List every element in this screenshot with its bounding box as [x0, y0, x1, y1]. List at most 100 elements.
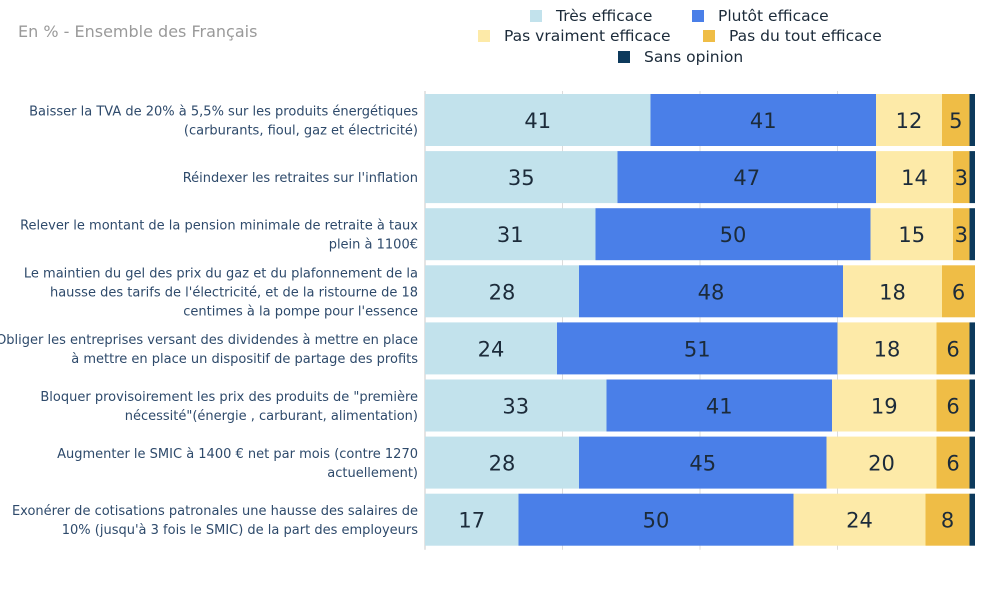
- value-label-plutot_efficace: 51: [684, 337, 711, 361]
- legend-label-sans-opinion: Sans opinion: [644, 48, 744, 66]
- bar-segment-tres_efficace: [425, 493, 519, 546]
- bar-segment-plutot_efficace: [557, 322, 838, 375]
- bar-segment-pas_du_tout: [953, 151, 970, 204]
- bar-segment-sans_opinion: [969, 322, 975, 375]
- category-label: Obliger les entreprises versant des divi…: [0, 333, 418, 367]
- bar-segment-pas_vraiment: [793, 493, 926, 546]
- bar-segment-pas_du_tout: [936, 436, 970, 489]
- bar-segment-pas_du_tout: [942, 265, 975, 318]
- bar-segment-tres_efficace: [425, 379, 607, 432]
- category-label-line: Exonérer de cotisations patronales une h…: [12, 504, 418, 519]
- category-label: Exonérer de cotisations patronales une h…: [12, 504, 418, 538]
- bar-segment-plutot_efficace: [579, 265, 843, 318]
- bar-segment-pas_vraiment: [876, 151, 953, 204]
- value-label-tres_efficace: 31: [497, 223, 524, 247]
- legend-item-pas-vraiment: Pas vraiment efficace: [478, 27, 671, 45]
- value-label-pas_du_tout: 5: [949, 109, 962, 133]
- category-label-line: Bloquer provisoirement les prix des prod…: [40, 390, 418, 405]
- bar-segment-sans_opinion: [969, 208, 975, 261]
- legend-item-pas-du-tout: Pas du tout efficace: [703, 27, 882, 45]
- bar-segment-tres_efficace: [425, 322, 557, 375]
- value-label-plutot_efficace: 41: [750, 109, 777, 133]
- category-label: Le maintien du gel des prix du gaz et du…: [24, 266, 418, 319]
- value-label-plutot_efficace: 48: [698, 280, 725, 304]
- bar-segment-tres_efficace: [425, 94, 651, 146]
- value-label-pas_vraiment: 18: [879, 280, 906, 304]
- bar-segment-pas_du_tout: [953, 208, 970, 261]
- bar-segment-pas_vraiment: [843, 265, 942, 318]
- bar-segment-pas_du_tout: [942, 94, 970, 146]
- legend-swatch-plutot-efficace: [692, 10, 704, 22]
- bar-segment-pas_vraiment: [832, 379, 937, 432]
- value-label-pas_vraiment: 19: [871, 395, 898, 419]
- legend-item-sans-opinion: Sans opinion: [618, 48, 743, 66]
- bar-segment-sans_opinion: [969, 94, 975, 146]
- legend-item-plutot-efficace: Plutôt efficace: [692, 7, 829, 25]
- legend-label-pas-du-tout: Pas du tout efficace: [729, 27, 882, 45]
- value-label-pas_vraiment: 12: [896, 109, 923, 133]
- value-label-tres_efficace: 41: [524, 109, 551, 133]
- bar-segment-tres_efficace: [425, 436, 579, 489]
- value-label-pas_du_tout: 8: [941, 509, 954, 533]
- category-label: Baisser la TVA de 20% à 5,5% sur les pro…: [29, 105, 418, 139]
- legend-swatch-pas-vraiment: [478, 30, 490, 42]
- category-label-line: nécessité"(énergie , carburant, alimenta…: [125, 409, 418, 424]
- legend: Très efficace Plutôt efficace Pas vraime…: [0, 0, 1000, 75]
- value-label-pas_vraiment: 20: [868, 452, 895, 476]
- category-label: Relever le montant de la pension minimal…: [20, 219, 418, 253]
- category-label-line: plein à 1100€: [329, 238, 418, 253]
- category-label-line: 10% (jusqu'à 3 fois le SMIC) de la part …: [62, 523, 418, 538]
- category-label-line: centimes à la pompe pour l'essence: [183, 304, 418, 319]
- category-label: Réindexer les retraites sur l'inflation: [183, 171, 418, 186]
- bar-segment-pas_vraiment: [876, 94, 942, 146]
- bar-segment-pas_vraiment: [826, 436, 937, 489]
- value-label-pas_du_tout: 6: [946, 337, 959, 361]
- value-label-plutot_efficace: 41: [706, 395, 733, 419]
- bar-segment-plutot_efficace: [617, 151, 876, 204]
- bar-segment-sans_opinion: [969, 379, 975, 432]
- bar-segment-sans_opinion: [969, 436, 975, 489]
- legend-swatch-pas-du-tout: [703, 30, 715, 42]
- value-label-pas_vraiment: 18: [874, 337, 901, 361]
- legend-item-tres-efficace: Très efficace: [530, 7, 652, 25]
- bar-segment-sans_opinion: [969, 151, 975, 204]
- value-label-plutot_efficace: 50: [643, 509, 670, 533]
- value-label-tres_efficace: 28: [489, 280, 516, 304]
- value-label-pas_du_tout: 6: [946, 395, 959, 419]
- value-label-pas_du_tout: 6: [946, 452, 959, 476]
- value-label-pas_vraiment: 14: [901, 166, 928, 190]
- value-label-pas_du_tout: 3: [955, 166, 968, 190]
- category-label: Bloquer provisoirement les prix des prod…: [40, 390, 418, 424]
- bar-segment-plutot_efficace: [518, 493, 794, 546]
- value-label-pas_vraiment: 15: [898, 223, 925, 247]
- bar-segment-tres_efficace: [425, 151, 618, 204]
- value-label-tres_efficace: 17: [458, 509, 485, 533]
- bar-segment-tres_efficace: [425, 208, 596, 261]
- value-label-plutot_efficace: 47: [733, 166, 760, 190]
- bar-segment-plutot_efficace: [579, 436, 827, 489]
- value-label-pas_du_tout: 6: [952, 280, 965, 304]
- value-label-tres_efficace: 28: [489, 452, 516, 476]
- value-label-pas_vraiment: 24: [846, 509, 873, 533]
- bar-segment-pas_du_tout: [925, 493, 970, 546]
- bar-segment-sans_opinion: [969, 493, 975, 546]
- category-label-line: Obliger les entreprises versant des divi…: [0, 333, 418, 348]
- chart-subtitle: En % - Ensemble des Français: [18, 22, 258, 41]
- category-label-line: Augmenter le SMIC à 1400 € net par mois …: [57, 447, 418, 462]
- value-label-tres_efficace: 33: [502, 395, 529, 419]
- legend-swatch-tres-efficace: [530, 10, 542, 22]
- value-label-pas_du_tout: 3: [955, 223, 968, 247]
- value-label-tres_efficace: 35: [508, 166, 535, 190]
- bar-segment-pas_vraiment: [870, 208, 953, 261]
- value-label-plutot_efficace: 50: [720, 223, 747, 247]
- bar-segment-plutot_efficace: [595, 208, 871, 261]
- category-label-line: Réindexer les retraites sur l'inflation: [183, 171, 418, 186]
- category-label-line: Le maintien du gel des prix du gaz et du…: [24, 266, 418, 281]
- category-label-line: Relever le montant de la pension minimal…: [20, 219, 418, 234]
- legend-label-pas-vraiment: Pas vraiment efficace: [504, 27, 671, 45]
- bar-segment-tres_efficace: [425, 265, 579, 318]
- legend-swatch-sans-opinion: [618, 51, 630, 63]
- bar-segment-pas_vraiment: [837, 322, 937, 375]
- category-label-line: hausse des tarifs de l'électricité, et d…: [50, 285, 418, 300]
